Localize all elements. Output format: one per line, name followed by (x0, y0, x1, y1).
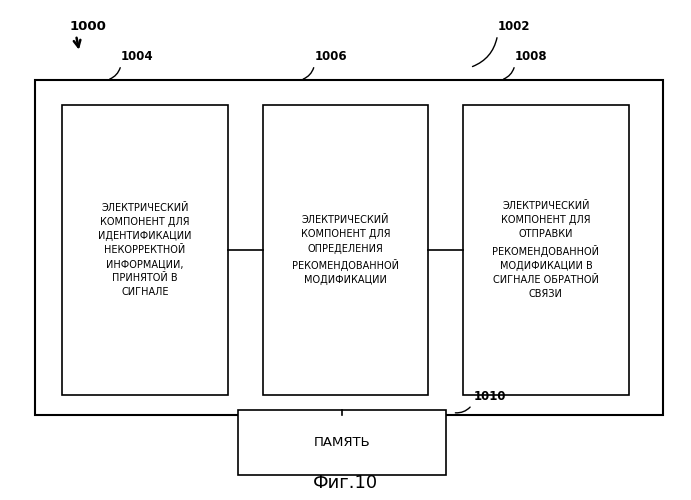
Text: ЭЛЕКТРИЧЕСКИЙ
КОМПОНЕНТ ДЛЯ
ОТПРАВКИ
РЕКОМЕНДОВАННОЙ
МОДИФИКАЦИИ В
СИГНАЛЕ ОБРАТ: ЭЛЕКТРИЧЕСКИЙ КОМПОНЕНТ ДЛЯ ОТПРАВКИ РЕК… (493, 202, 599, 298)
Text: 1006: 1006 (314, 50, 347, 62)
Bar (263, 105, 428, 395)
Text: 1000: 1000 (69, 20, 106, 32)
Text: ЭЛЕКТРИЧЕСКИЙ
КОМПОНЕНТ ДЛЯ
ОПРЕДЕЛЕНИЯ
РЕКОМЕНДОВАННОЙ
МОДИФИКАЦИИ: ЭЛЕКТРИЧЕСКИЙ КОМПОНЕНТ ДЛЯ ОПРЕДЕЛЕНИЯ … (292, 216, 399, 284)
Text: Фиг.10: Фиг.10 (313, 474, 378, 492)
Text: 1002: 1002 (498, 20, 530, 32)
Bar (238, 410, 446, 475)
Bar (463, 105, 629, 395)
Text: 1010: 1010 (473, 390, 506, 402)
Bar (35, 80, 663, 415)
Text: 1008: 1008 (515, 50, 547, 62)
Text: ЭЛЕКТРИЧЕСКИЙ
КОМПОНЕНТ ДЛЯ
ИДЕНТИФИКАЦИИ
НЕКОРРЕКТНОЙ
ИНФОРМАЦИИ,
ПРИНЯТОЙ В
СИ: ЭЛЕКТРИЧЕСКИЙ КОМПОНЕНТ ДЛЯ ИДЕНТИФИКАЦИ… (98, 203, 192, 297)
Text: 1004: 1004 (121, 50, 153, 62)
Text: ПАМЯТЬ: ПАМЯТЬ (314, 436, 370, 449)
Bar (62, 105, 228, 395)
